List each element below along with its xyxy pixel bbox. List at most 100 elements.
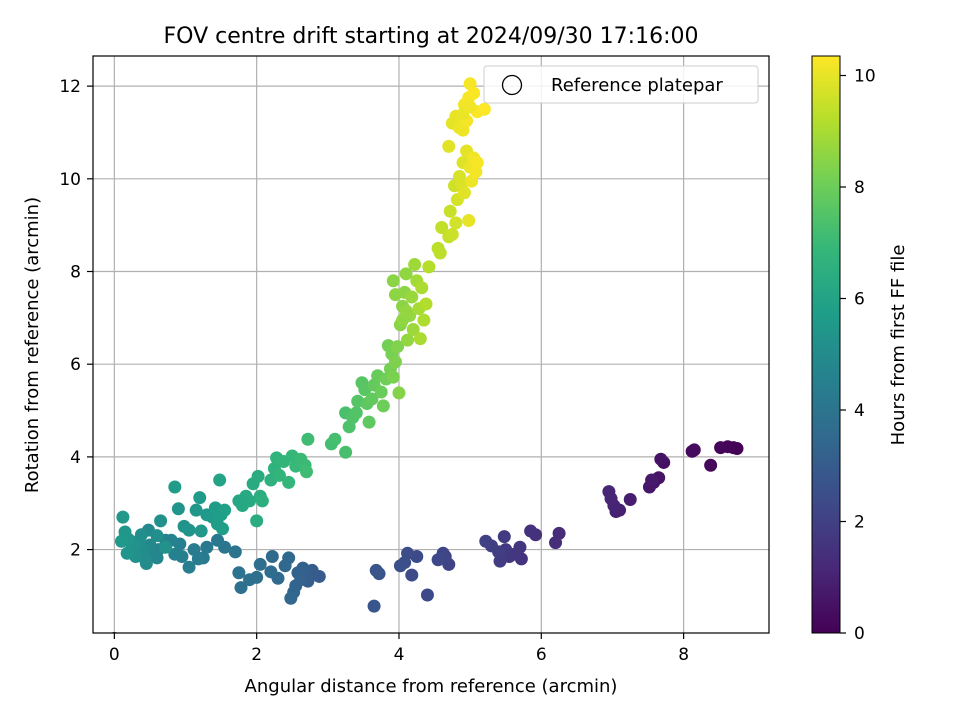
data-point xyxy=(349,406,363,420)
data-point xyxy=(419,297,433,311)
data-point xyxy=(463,100,477,114)
data-point xyxy=(116,510,130,524)
data-point xyxy=(462,214,476,228)
plot-frame xyxy=(92,55,770,634)
data-point xyxy=(189,503,203,517)
y-tick-label: 4 xyxy=(70,448,81,468)
colorbar-tick-label: 8 xyxy=(854,178,865,198)
scatter-points xyxy=(110,77,744,633)
data-point xyxy=(393,559,407,573)
data-point xyxy=(159,540,173,554)
data-point xyxy=(251,469,265,483)
y-axis-label: Rotation from reference (arcmin) xyxy=(22,197,43,493)
colorbar-gradient xyxy=(811,55,841,634)
data-point xyxy=(154,514,168,528)
data-point xyxy=(417,313,431,327)
data-point xyxy=(704,458,718,472)
data-point xyxy=(386,274,400,288)
data-point xyxy=(391,340,405,354)
data-point xyxy=(388,288,402,302)
data-point xyxy=(405,290,419,304)
chart-title: FOV centre drift starting at 2024/09/30 … xyxy=(164,24,699,49)
data-point xyxy=(120,546,134,560)
data-point xyxy=(408,258,422,272)
data-point xyxy=(228,545,242,559)
colorbar-tick-label: 10 xyxy=(854,67,876,87)
data-point xyxy=(213,473,227,487)
data-point xyxy=(524,524,538,538)
data-point xyxy=(328,432,342,446)
data-point xyxy=(457,186,471,200)
colorbar-tick-label: 0 xyxy=(854,624,865,644)
colorbar-tick-label: 2 xyxy=(854,513,865,533)
data-point xyxy=(367,599,381,613)
data-point xyxy=(216,522,230,536)
data-point xyxy=(168,547,182,561)
data-point xyxy=(194,524,208,538)
data-point xyxy=(114,534,128,548)
colorbar-label: Hours from first FF file xyxy=(888,245,909,446)
legend-box xyxy=(483,65,759,104)
data-point xyxy=(200,540,214,554)
data-point xyxy=(299,465,313,479)
x-tick-label: 6 xyxy=(536,645,547,665)
x-axis-label: Angular distance from reference (arcmin) xyxy=(245,676,618,697)
data-point xyxy=(374,385,388,399)
data-point xyxy=(420,588,434,602)
data-point xyxy=(433,246,447,260)
data-point xyxy=(232,566,246,580)
data-point xyxy=(255,494,269,508)
data-point xyxy=(479,534,493,548)
data-point xyxy=(193,491,207,505)
y-tick-label: 8 xyxy=(70,263,81,283)
data-point xyxy=(386,370,400,384)
y-tick-label: 10 xyxy=(59,170,81,190)
y-tick-label: 12 xyxy=(59,77,81,97)
data-point xyxy=(442,139,456,153)
data-point xyxy=(654,452,668,466)
data-point xyxy=(243,573,257,587)
data-point xyxy=(284,591,298,605)
data-point xyxy=(272,468,286,482)
data-point xyxy=(413,332,427,346)
data-point xyxy=(431,553,445,567)
data-point xyxy=(182,560,196,574)
x-axis-ticks: 0 2 4 6 8 xyxy=(109,633,689,665)
y-tick-label: 2 xyxy=(70,541,81,561)
data-point xyxy=(278,559,292,573)
data-point xyxy=(362,415,376,429)
data-point xyxy=(497,530,511,544)
data-point xyxy=(253,557,267,571)
data-point xyxy=(445,227,459,241)
data-point xyxy=(602,485,616,499)
data-point xyxy=(449,216,463,230)
legend: Reference platepar xyxy=(483,65,759,104)
data-point xyxy=(645,473,659,487)
data-point xyxy=(187,543,201,557)
data-point xyxy=(265,550,279,564)
data-point xyxy=(435,220,449,234)
colorbar-ticks: 0 2 4 6 8 10 xyxy=(840,67,876,644)
x-tick-label: 8 xyxy=(678,645,689,665)
data-point xyxy=(470,156,484,170)
data-point xyxy=(218,503,232,517)
data-point xyxy=(243,494,257,508)
data-point xyxy=(415,281,429,295)
data-point xyxy=(365,392,379,406)
data-point xyxy=(376,399,390,413)
data-point xyxy=(392,386,406,400)
data-point xyxy=(549,536,563,550)
data-point xyxy=(301,432,315,446)
x-tick-label: 2 xyxy=(251,645,262,665)
data-point xyxy=(264,565,278,579)
data-point xyxy=(150,529,164,543)
colorbar-tick-label: 4 xyxy=(854,401,865,421)
data-point xyxy=(399,267,413,281)
data-point xyxy=(282,475,296,489)
data-point xyxy=(369,563,383,577)
data-point xyxy=(714,441,728,455)
data-point xyxy=(401,333,415,347)
data-point xyxy=(399,304,413,318)
data-point xyxy=(406,322,420,336)
